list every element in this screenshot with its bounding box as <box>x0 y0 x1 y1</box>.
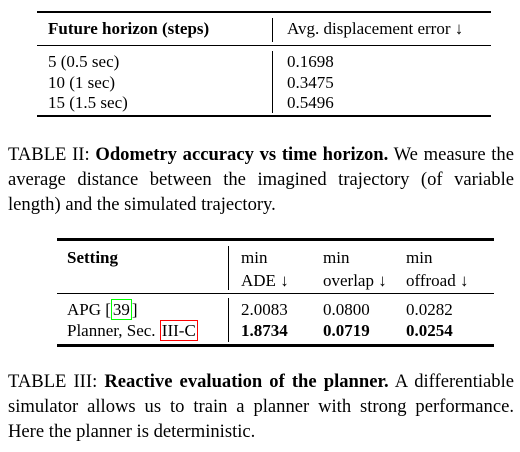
caption-label: TABLE II: <box>8 144 90 165</box>
top-rule <box>57 238 494 241</box>
reference-link[interactable]: 39 <box>110 299 132 320</box>
setting-text: ] <box>131 300 138 319</box>
cell: APG [39] <box>67 299 138 320</box>
cell: 0.0800 <box>323 300 370 319</box>
header: min <box>406 248 433 267</box>
cell: 0.0282 <box>406 300 453 319</box>
header: min <box>241 248 268 267</box>
caption: TABLE III: Reactive evaluation of the pl… <box>8 369 514 444</box>
column-divider <box>228 246 229 290</box>
cell: 0.1698 <box>287 52 334 71</box>
cell: Planner, Sec. III-C <box>67 320 198 341</box>
cell: 10 (1 sec) <box>48 72 116 92</box>
header: overlap ↓ <box>323 271 387 290</box>
bottom-rule <box>57 344 494 347</box>
cell: 5 (0.5 sec) <box>48 52 120 71</box>
cell: 0.0719 <box>323 321 370 340</box>
top-rule <box>37 11 491 13</box>
header: Future horizon (steps) <box>48 19 210 38</box>
reference-link[interactable]: III-C <box>159 320 198 341</box>
cell: 2.0083 <box>241 300 288 319</box>
caption-text: We measure the average distance between … <box>8 144 514 215</box>
header: Avg. displacement error ↓ <box>287 19 464 38</box>
caption-title: Reactive evaluation of the planner. <box>104 371 389 392</box>
column-divider <box>272 18 273 42</box>
caption-text: A differentiable simulator allows us to … <box>8 371 515 442</box>
column-divider <box>228 298 229 342</box>
cell: 15 (1.5 sec) <box>48 93 128 112</box>
column-divider <box>272 51 273 113</box>
setting-text: Planner, Sec. <box>67 321 160 340</box>
header: offroad ↓ <box>406 271 469 290</box>
caption-label: TABLE III: <box>8 371 98 392</box>
header: min <box>323 248 350 267</box>
caption-title: Odometry accuracy vs time horizon. <box>95 144 389 165</box>
cell: 1.8734 <box>241 321 288 340</box>
caption: TABLE II: Odometry accuracy vs time hori… <box>8 142 514 217</box>
mid-rule <box>57 293 494 294</box>
header: ADE ↓ <box>241 271 289 290</box>
cell: 0.0254 <box>406 321 453 340</box>
bottom-rule <box>37 115 491 117</box>
setting-text: APG [ <box>67 300 111 319</box>
cell: 0.3475 <box>287 72 334 92</box>
header: Setting <box>67 248 118 267</box>
cell: 0.5496 <box>287 93 334 112</box>
mid-rule <box>37 45 491 46</box>
